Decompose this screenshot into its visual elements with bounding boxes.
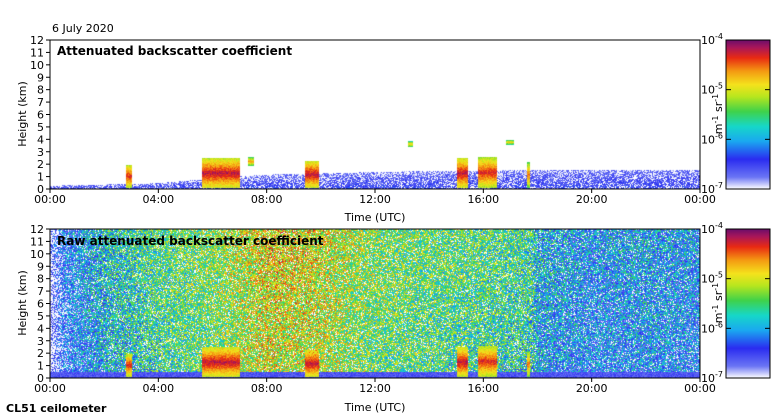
y-tick-label: 9 [37,71,44,84]
colorbar-label: m-1 sr-1 [711,94,725,134]
colorbar-tick-label: 10-5 [701,271,723,286]
y-axis-label: Height (km) [16,270,29,336]
panel-attenuated-backscatter: Attenuated backscatter coefficient 01234… [16,32,771,224]
y-tick-label: 2 [37,158,44,171]
panel-raw-attenuated-backscatter: Raw attenuated backscatter coefficient 0… [16,221,771,414]
y-tick-label: 1 [37,360,44,373]
y-tick-label: 8 [37,273,44,286]
colorbar-tick-label: 10-6 [701,320,723,335]
backscatter-heatmap [50,40,700,189]
colorbar-ticks: 10-4 10-5 10-6 10-7 [701,221,770,385]
x-tick-label: 04:00 [142,382,174,395]
x-axis-ticks: 00:00 04:00 08:00 12:00 16:00 20:00 00:00 [34,378,716,395]
y-tick-label: 2 [37,347,44,360]
x-axis-label: Time (UTC) [344,211,406,224]
y-tick-label: 5 [37,310,44,323]
y-axis-label: Height (km) [16,81,29,147]
y-tick-label: 10 [30,59,44,72]
y-tick-label: 7 [37,285,44,298]
colorbar-label: m-1 sr-1 [711,283,725,323]
x-tick-label: 20:00 [576,193,608,206]
y-tick-label: 5 [37,121,44,134]
x-tick-label: 04:00 [142,193,174,206]
y-tick-label: 3 [37,335,44,348]
y-tick-label: 11 [30,46,44,59]
panel-title: Attenuated backscatter coefficient [57,44,292,58]
raw-backscatter-heatmap [50,229,700,378]
colorbar-tick-label: 10-4 [701,221,723,236]
y-tick-label: 6 [37,109,44,122]
y-tick-label: 0 [37,183,44,196]
x-tick-label: 12:00 [359,193,391,206]
x-tick-label: 08:00 [251,382,283,395]
colorbar [725,39,771,190]
x-tick-label: 00:00 [684,382,716,395]
colorbar-ticks: 10-4 10-5 10-6 10-7 [701,32,770,196]
y-tick-label: 12 [30,223,44,236]
x-tick-label: 00:00 [684,193,716,206]
panel-title: Raw attenuated backscatter coefficient [57,234,324,248]
x-tick-label: 16:00 [467,382,499,395]
colorbar-tick-label: 10-7 [701,370,723,385]
colorbar-tick-label: 10-5 [701,82,723,97]
x-tick-label: 16:00 [467,193,499,206]
x-tick-label: 00:00 [34,193,66,206]
y-tick-label: 12 [30,34,44,47]
x-axis-ticks: 00:00 04:00 08:00 12:00 16:00 20:00 00:00 [34,189,716,206]
colorbar [725,228,771,379]
y-tick-label: 4 [37,133,44,146]
y-tick-label: 7 [37,96,44,109]
x-tick-label: 08:00 [251,193,283,206]
x-tick-label: 12:00 [359,382,391,395]
y-tick-label: 6 [37,298,44,311]
y-tick-label: 10 [30,248,44,261]
colorbar-tick-label: 10-4 [701,32,723,47]
date-label: 6 July 2020 [52,22,114,35]
y-tick-label: 4 [37,322,44,335]
y-tick-label: 11 [30,235,44,248]
y-tick-label: 0 [37,372,44,385]
x-tick-label: 00:00 [34,382,66,395]
y-tick-label: 8 [37,84,44,97]
instrument-label: CL51 ceilometer [6,402,107,415]
x-axis-label: Time (UTC) [344,401,406,414]
y-tick-label: 9 [37,260,44,273]
y-tick-label: 1 [37,171,44,184]
colorbar-tick-label: 10-7 [701,181,723,196]
colorbar-tick-label: 10-6 [701,131,723,146]
y-tick-label: 3 [37,146,44,159]
x-tick-label: 20:00 [576,382,608,395]
